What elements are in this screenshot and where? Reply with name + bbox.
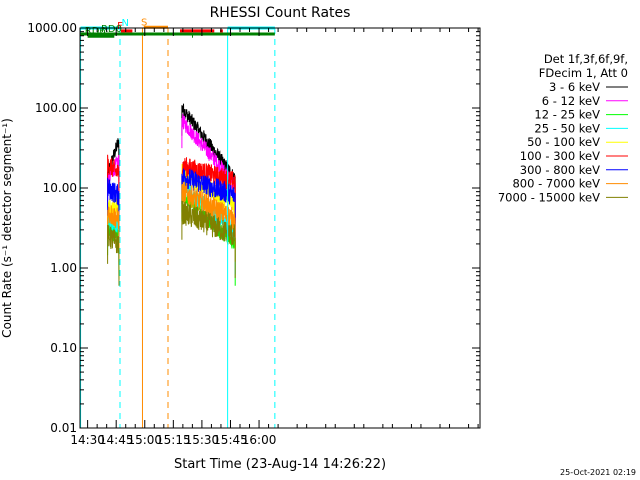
legend-label-9: 7000 - 15000 keV (498, 190, 600, 204)
legend: Det 1f,3f,6f,9f, FDecim 1, Att 0 3 - 6 k… (498, 52, 628, 204)
y-tick-label: 1.00 (50, 261, 77, 275)
legend-label-8: 800 - 7000 keV (512, 177, 600, 191)
x-tick-label: 15:45 (213, 433, 248, 447)
series-7-trace-1 (107, 177, 120, 238)
plot-frame (79, 27, 481, 429)
y-tick-label: 1000.00 (27, 21, 77, 35)
y-tick-label: 0.01 (50, 421, 77, 435)
x-tick-label: 14:30 (70, 433, 105, 447)
chart-title: RHESSI Count Rates (210, 5, 351, 21)
legend-header-line-2: FDecim 1, Att 0 (539, 66, 628, 80)
flag-rd0-label: RD0 (101, 24, 122, 35)
legend-label-4: 25 - 50 keV (534, 121, 600, 135)
series-6-trace-2 (181, 157, 236, 224)
series-1-trace-2 (181, 103, 236, 221)
flag-rd6-label: RD6 (85, 26, 106, 37)
x-tick-label: 15:00 (127, 433, 162, 447)
series-9-trace-1 (107, 224, 120, 286)
series-6-trace-1 (107, 154, 120, 216)
legend-label-5: 50 - 100 keV (527, 135, 600, 149)
y-axis-label: Count Rate (s⁻¹ detector segment⁻¹) (0, 118, 14, 338)
legend-label-2: 6 - 12 keV (542, 94, 600, 108)
flag-n-label: N (122, 18, 129, 29)
x-tick-label: 14:45 (99, 433, 134, 447)
flag-s-label: S (141, 17, 147, 28)
x-axis-label: Start Time (23-Aug-14 14:26:22) (174, 457, 386, 472)
legend-header-line-1: Det 1f,3f,6f,9f, (544, 52, 628, 66)
y-tick-label: 10.00 (43, 181, 77, 195)
axes: 0.01 0.10 1.00 10.00 100.00 1000.00 14:3014:45… (27, 21, 481, 447)
legend-label-6: 100 - 300 keV (520, 149, 600, 163)
series-1-trace-1 (107, 138, 120, 202)
legend-label-3: 12 - 25 keV (534, 108, 600, 122)
x-tick-label: 16:00 (242, 433, 277, 447)
series-8-trace-1 (107, 205, 120, 262)
legend-label-7: 300 - 800 keV (520, 163, 600, 177)
flag-f-label: F (117, 21, 123, 32)
legend-label-1: 3 - 6 keV (549, 80, 600, 94)
y-tick-label: 0.10 (50, 341, 77, 355)
series-9-trace-2 (181, 200, 236, 278)
series-8-trace-2 (181, 181, 236, 262)
x-tick-label: 15:15 (156, 433, 191, 447)
y-tick-label: 100.00 (35, 101, 77, 115)
x-tick-label: 15:30 (185, 433, 220, 447)
footer-timestamp: 25-Oct-2021 02:19 (560, 468, 636, 477)
series-7-trace-2 (181, 168, 236, 238)
